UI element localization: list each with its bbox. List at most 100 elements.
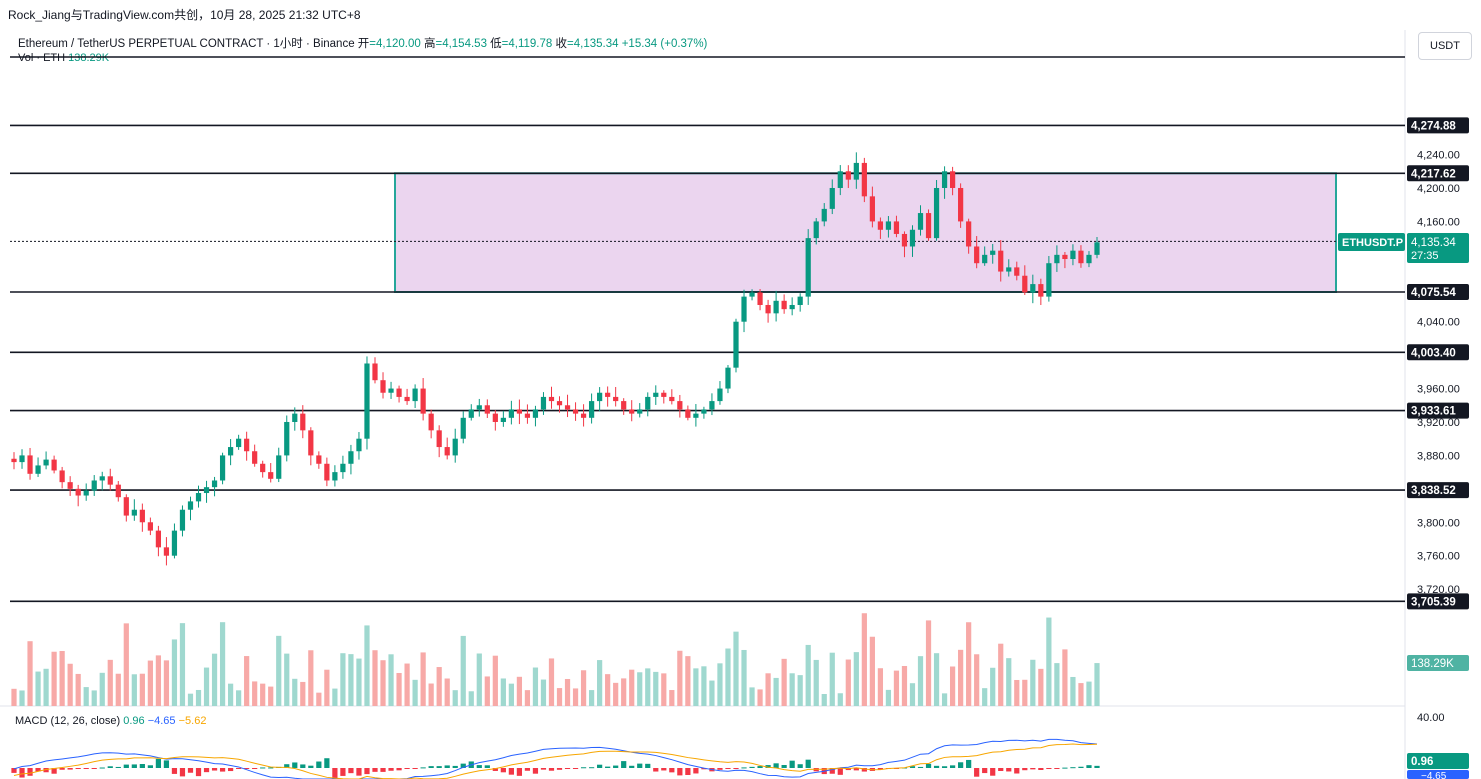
candle-body [115, 484, 121, 498]
macd-hist-bar [147, 765, 153, 768]
candle-body [348, 451, 354, 464]
macd-hist-bar [452, 765, 458, 768]
candle-body [597, 392, 603, 402]
price-tick-label: 4,160.00 [1417, 216, 1460, 228]
macd-hist-badge-text: 0.96 [1411, 756, 1433, 768]
candle-body [139, 509, 145, 523]
price-tick-label: 3,960.00 [1417, 384, 1460, 396]
candle-body [773, 300, 779, 314]
candle-body [645, 396, 651, 410]
candle-body [917, 213, 924, 230]
macd-hist-bar [131, 764, 137, 768]
currency-button[interactable]: USDT [1418, 32, 1472, 60]
volume-bar [404, 663, 410, 706]
macd-hist-bar [99, 767, 105, 769]
candle-body [420, 388, 426, 414]
volume-bar [396, 672, 402, 706]
candle-body [252, 451, 258, 464]
level-price-badge [1407, 344, 1469, 361]
macd-hist-bar [236, 768, 242, 769]
volume-bar [813, 659, 819, 706]
volume-bar [236, 690, 242, 706]
candle-body [1062, 254, 1068, 260]
macd-hist-bar [958, 762, 964, 768]
candle-body [861, 162, 867, 197]
macd-hist-bar [516, 768, 523, 776]
macd-hist-bar [1038, 768, 1044, 771]
macd-hist-bar [227, 768, 234, 772]
volume-bar [460, 635, 466, 706]
macd-hist-bar [613, 765, 619, 768]
candle-body [155, 530, 162, 548]
candle-body [685, 409, 691, 418]
volume-bar [877, 668, 884, 706]
price-tick-label: 4,040.00 [1417, 317, 1460, 329]
candle-body [388, 388, 394, 393]
volume-bar [821, 693, 827, 706]
macd-hist-bar [556, 768, 563, 770]
macd-hist-bar [324, 758, 330, 768]
macd-hist-bar [404, 768, 410, 769]
macd-hist-bar [597, 764, 603, 768]
candle-body [187, 501, 194, 510]
candle-body [284, 421, 290, 456]
candle-body [203, 487, 210, 494]
symbol-title[interactable]: Ethereum / TetherUS PERPETUAL CONTRACT ·… [18, 38, 355, 50]
candle-body [837, 171, 843, 188]
macd-hist-bar [284, 764, 290, 768]
level-price-badge [1407, 284, 1469, 300]
price-tick-label: 3,760.00 [1417, 551, 1460, 563]
candle-body [324, 463, 330, 481]
volume-bar [67, 663, 73, 706]
open-label: 开 [357, 38, 370, 50]
macd-hist-bar [990, 768, 996, 776]
volume-bar [933, 653, 940, 706]
volume-bar [436, 667, 442, 706]
macd-legend[interactable]: MACD (12, 26, close) 0.96 −4.65 −5.62 [15, 715, 206, 727]
macd-hist-bar [1078, 766, 1084, 768]
candle-body [532, 409, 539, 418]
volume-bar [316, 692, 322, 706]
macd-hist-bar [588, 767, 595, 769]
macd-hist-bar [67, 768, 73, 770]
volume-bar [476, 653, 482, 706]
volume-bar [356, 658, 362, 706]
macd-hist-bar [492, 768, 498, 771]
macd-hist-bar [621, 761, 627, 768]
macd-hist-bar [909, 766, 916, 768]
macd-hist-bar [476, 765, 482, 768]
candle-body [83, 490, 89, 496]
volume-bar [324, 669, 330, 706]
candle-body [621, 401, 627, 410]
volume-legend[interactable]: Vol · ETH 138.29K [18, 52, 109, 64]
candle-body [637, 409, 643, 414]
volume-bar [276, 635, 282, 706]
candle-body [516, 409, 523, 414]
macd-hist-bar [580, 767, 587, 769]
volume-badge-text: 138.29K [1411, 658, 1454, 670]
volume-bar [629, 669, 635, 706]
volume-bar [300, 681, 306, 706]
candle-body [653, 392, 659, 397]
candle-body [412, 388, 418, 402]
author-line: Rock_Jiang与TradingView.com共创，10月 28, 202… [8, 8, 361, 22]
volume-bar [733, 631, 739, 706]
volume-bar [83, 687, 89, 706]
volume-bar [1054, 663, 1060, 706]
macd-hist-bar [1030, 768, 1036, 770]
volume-bar [982, 688, 988, 706]
macd-hist-bar [1006, 768, 1012, 772]
candle-body [757, 292, 763, 305]
candle-body [613, 396, 619, 402]
macd-hist-bar [436, 766, 442, 768]
macd-hist-bar [340, 768, 346, 776]
candle-body [500, 417, 506, 422]
macd-hist-bar [75, 768, 81, 769]
candle-body [540, 396, 547, 410]
candle-body [781, 300, 787, 310]
candle-body [51, 459, 57, 471]
volume-bar [179, 623, 186, 706]
volume-label: Vol · ETH [18, 52, 66, 64]
volume-bar [332, 688, 338, 706]
